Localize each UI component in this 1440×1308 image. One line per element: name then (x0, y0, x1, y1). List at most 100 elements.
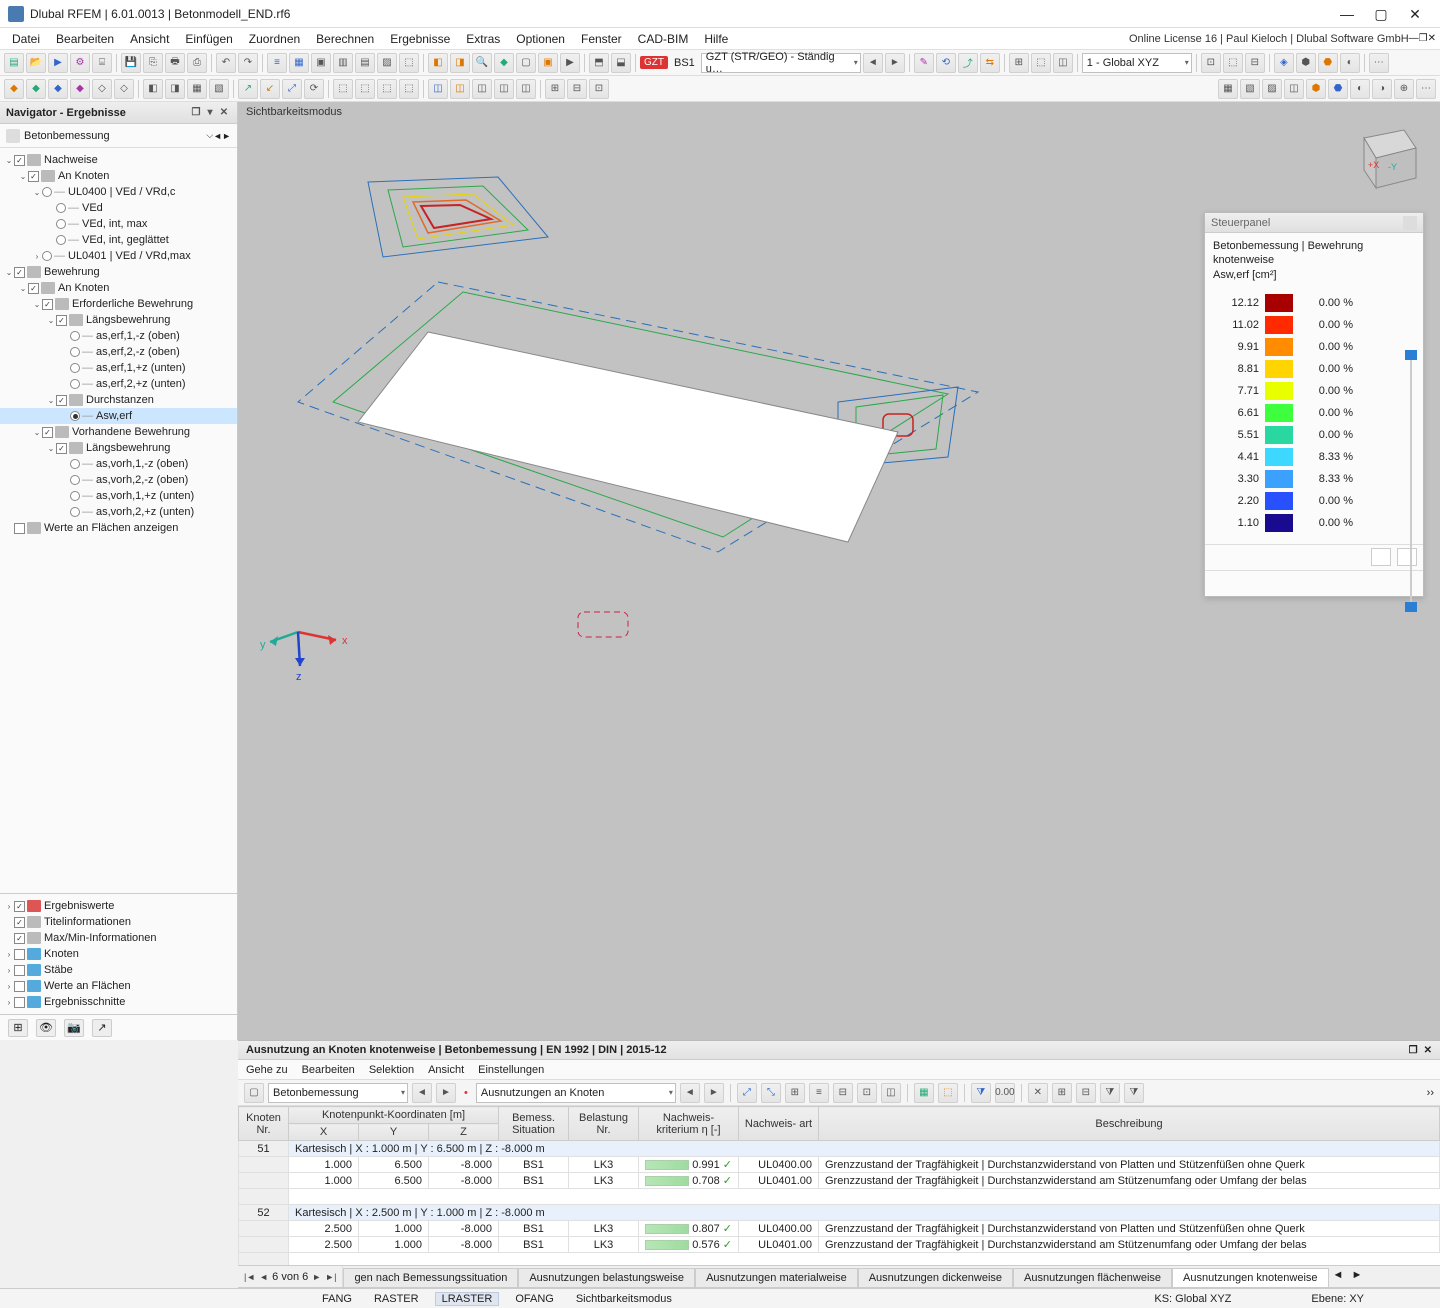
tb-next2-icon[interactable]: ► (885, 53, 905, 73)
col-bemess[interactable]: Bemess. Situation (499, 1107, 569, 1141)
panel-dd-icon[interactable]: ⌵ (206, 130, 213, 141)
nf-3-icon[interactable]: 📷 (64, 1019, 84, 1037)
menu-cadbim[interactable]: CAD-BIM (630, 30, 697, 48)
group-header-row[interactable]: 51Kartesisch | X : 1.000 m | Y : 6.500 m… (239, 1141, 1440, 1157)
t2-b-icon[interactable]: ◆ (26, 79, 46, 99)
node-ul0401[interactable]: ›—UL0401 | VEd / VRd,max (0, 248, 237, 264)
tb-e2-icon[interactable]: ⟲ (936, 53, 956, 73)
node-langs-1[interactable]: ⌄Längsbewehrung (0, 312, 237, 328)
node-v4[interactable]: —as,vorh,2,+z (unten) (0, 504, 237, 520)
rt-c-icon[interactable]: ⊞ (785, 1083, 805, 1103)
t2-r7-icon[interactable]: ◐ (1350, 79, 1370, 99)
tb-e4-icon[interactable]: ⇆ (980, 53, 1000, 73)
rt-o-icon[interactable]: ⧩ (1124, 1083, 1144, 1103)
tb-open-icon[interactable]: 📂 (26, 53, 46, 73)
tb-c2-icon[interactable]: ◨ (450, 53, 470, 73)
rt-g-icon[interactable]: ◫ (881, 1083, 901, 1103)
tb-e1-icon[interactable]: ✎ (914, 53, 934, 73)
rm-3[interactable]: Ansicht (428, 1064, 464, 1076)
tb-more-icon[interactable]: ⋯ (1369, 53, 1389, 73)
nf-4-icon[interactable]: ↗ (92, 1019, 112, 1037)
tb-g3-icon[interactable]: ⊟ (1245, 53, 1265, 73)
bn-0[interactable]: ›Ergebniswerte (0, 898, 237, 914)
bn-2[interactable]: ›Max/Min-Informationen (0, 930, 237, 946)
minimize-button[interactable]: — (1330, 3, 1364, 25)
node-vedintg[interactable]: —VEd, int, geglättet (0, 232, 237, 248)
tb-g2-icon[interactable]: ⬚ (1223, 53, 1243, 73)
rt-i-icon[interactable]: ⬚ (938, 1083, 958, 1103)
t2-r9-icon[interactable]: ⊕ (1394, 79, 1414, 99)
legend-slider[interactable] (1405, 346, 1417, 616)
rm-0[interactable]: Gehe zu (246, 1064, 288, 1076)
col-knoten[interactable]: Knoten Nr. (239, 1107, 289, 1141)
t2-d-icon[interactable]: ◆ (70, 79, 90, 99)
menu-bearbeiten[interactable]: Bearbeiten (48, 30, 122, 48)
node-a3[interactable]: —as,erf,1,+z (unten) (0, 360, 237, 376)
tb-c1-icon[interactable]: ◧ (428, 53, 448, 73)
node-erfb[interactable]: ⌄Erforderliche Bewehrung (0, 296, 237, 312)
pg-first-icon[interactable]: |◄ (244, 1272, 255, 1282)
rt-a-icon[interactable]: ⤢ (737, 1083, 757, 1103)
node-ved[interactable]: —VEd (0, 200, 237, 216)
menu-zuordnen[interactable]: Zuordnen (241, 30, 308, 48)
tb-undo-icon[interactable]: ↶ (216, 53, 236, 73)
t2-f-icon[interactable]: ◇ (114, 79, 134, 99)
nav-undock-icon[interactable]: ❐ (189, 107, 203, 118)
maximize-button[interactable]: ▢ (1364, 3, 1398, 25)
t2-more-icon[interactable]: ⋯ (1416, 79, 1436, 99)
t2-w-icon[interactable]: ◫ (516, 79, 536, 99)
group-header-row[interactable]: 52Kartesisch | X : 2.500 m | Y : 1.000 m… (239, 1205, 1440, 1221)
rt-k-icon[interactable]: ✕ (1028, 1083, 1048, 1103)
tb-prev2-icon[interactable]: ◄ (863, 53, 883, 73)
mdi-max[interactable]: ❐ (1419, 33, 1428, 44)
tb-b1-icon[interactable]: ▦ (289, 53, 309, 73)
node-vedintmax[interactable]: —VEd, int, max (0, 216, 237, 232)
tb-c3-icon[interactable]: ◆ (494, 53, 514, 73)
t2-r4-icon[interactable]: ◫ (1284, 79, 1304, 99)
pg-next-icon[interactable]: ► (312, 1272, 321, 1282)
rm-2[interactable]: Selektion (369, 1064, 414, 1076)
node-aswerf[interactable]: —Asw,erf (0, 408, 237, 424)
nav-pin-icon[interactable]: ▾ (203, 107, 217, 118)
t2-i-icon[interactable]: ▦ (187, 79, 207, 99)
pg-prev-icon[interactable]: ◄ (259, 1272, 268, 1282)
tb-h4-icon[interactable]: ◐ (1340, 53, 1360, 73)
tb-anim-icon[interactable]: ▶ (560, 53, 580, 73)
tb-b6-icon[interactable]: ⬚ (399, 53, 419, 73)
tab-scroll-right-icon[interactable]: ► (1347, 1266, 1366, 1287)
node-durchstanzen[interactable]: ⌄Durchstanzen (0, 392, 237, 408)
t2-r8-icon[interactable]: ◑ (1372, 79, 1392, 99)
node-v1[interactable]: —as,vorh,1,-z (oben) (0, 456, 237, 472)
rt-prev-icon[interactable]: ◄ (412, 1083, 432, 1103)
tb-b3-icon[interactable]: ▥ (333, 53, 353, 73)
col-nachkrit[interactable]: Nachweis- kriterium η [-] (639, 1107, 739, 1141)
st-raster[interactable]: RASTER (368, 1293, 425, 1305)
node-v2[interactable]: —as,vorh,2,-z (oben) (0, 472, 237, 488)
results-combo2[interactable]: Ausnutzungen an Knoten (476, 1083, 676, 1103)
results-combo1[interactable]: Betonbemessung (268, 1083, 408, 1103)
table-row[interactable]: 2.5001.000-8.000BS1LK3 0.807 ✓UL0400.00G… (239, 1221, 1440, 1237)
tb-b4-icon[interactable]: ▤ (355, 53, 375, 73)
t2-a-icon[interactable]: ◆ (4, 79, 24, 99)
viewport-3d[interactable]: Sichtbarkeitsmodus x (238, 102, 1440, 1040)
t2-t-icon[interactable]: ◫ (450, 79, 470, 99)
t2-r5-icon[interactable]: ⬢ (1306, 79, 1326, 99)
bn-1[interactable]: ›Titelinformationen (0, 914, 237, 930)
panel-prev-icon[interactable]: ◄ (213, 131, 222, 141)
t2-j-icon[interactable]: ▧ (209, 79, 229, 99)
t2-q-icon[interactable]: ⬚ (377, 79, 397, 99)
bn-4[interactable]: ›Stäbe (0, 962, 237, 978)
t2-r6-icon[interactable]: ⬣ (1328, 79, 1348, 99)
nf-1-icon[interactable]: ⊞ (8, 1019, 28, 1037)
table-row[interactable]: 1.0006.500-8.000BS1LK3 0.991 ✓UL0400.00G… (239, 1157, 1440, 1173)
results-undock-icon[interactable]: ❐ (1409, 1045, 1418, 1056)
t2-r3-icon[interactable]: ▨ (1262, 79, 1282, 99)
panel-next-icon[interactable]: ► (222, 131, 231, 141)
tb-g1-icon[interactable]: ⊡ (1201, 53, 1221, 73)
t2-k-icon[interactable]: ↗ (238, 79, 258, 99)
gzt-tag[interactable]: GZT (640, 56, 668, 69)
tab-5[interactable]: Ausnutzungen knotenweise (1172, 1268, 1329, 1287)
col-belast[interactable]: Belastung Nr. (569, 1107, 639, 1141)
t2-y-icon[interactable]: ⊟ (567, 79, 587, 99)
col-z[interactable]: Z (429, 1124, 499, 1141)
